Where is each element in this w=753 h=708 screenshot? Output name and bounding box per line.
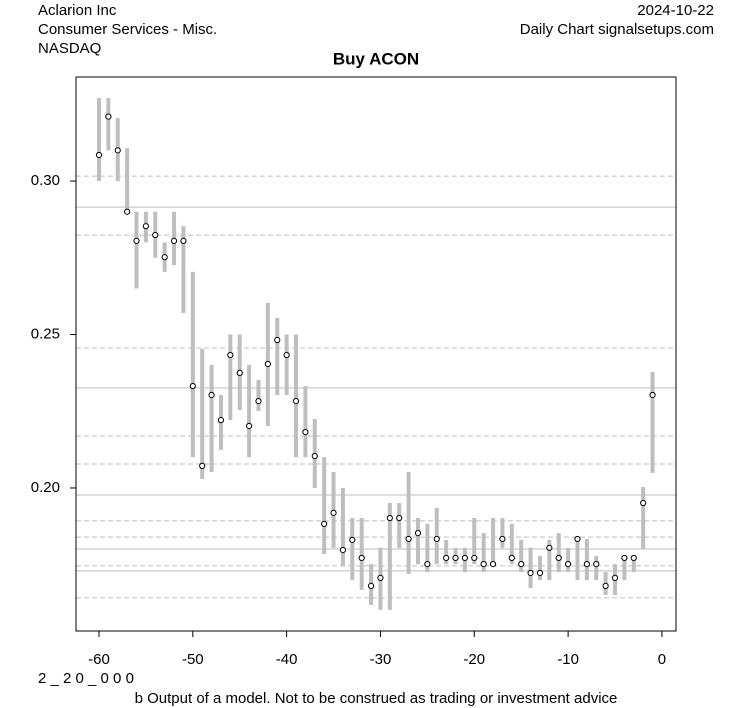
close-point xyxy=(152,231,159,239)
close-point xyxy=(339,546,347,554)
disclaimer: b Output of a model. Not to be construed… xyxy=(135,690,618,707)
close-point xyxy=(180,237,187,244)
x-tick-label: 0 xyxy=(658,651,666,668)
close-point xyxy=(443,554,450,562)
close-point xyxy=(621,554,628,562)
close-point xyxy=(161,254,168,261)
close-point xyxy=(358,554,365,562)
company: Aclarion Inc xyxy=(38,2,117,19)
close-point xyxy=(405,535,412,543)
close-point xyxy=(95,151,103,159)
close-point xyxy=(461,554,468,562)
close-point xyxy=(170,237,178,244)
close-point xyxy=(640,499,647,507)
close-point xyxy=(583,560,590,568)
close-point xyxy=(611,574,619,582)
close-point xyxy=(142,223,149,230)
close-point xyxy=(630,554,637,562)
x-tick-label: -30 xyxy=(370,651,392,668)
plot-frame xyxy=(75,76,677,632)
close-point xyxy=(246,422,253,430)
close-point xyxy=(565,560,572,568)
close-point xyxy=(133,237,140,244)
close-point xyxy=(236,369,243,376)
source: Daily Chart signalsetups.com xyxy=(520,21,714,38)
close-point xyxy=(574,535,581,543)
y-tick-label: 0.25 xyxy=(31,325,60,342)
close-point xyxy=(105,113,112,120)
close-point xyxy=(499,535,506,543)
x-tick-label: -20 xyxy=(463,651,485,668)
chart-title: Buy ACON xyxy=(333,49,419,68)
close-point xyxy=(124,208,131,215)
close-point xyxy=(208,391,215,399)
close-point xyxy=(189,382,196,390)
close-point xyxy=(414,529,422,537)
close-point xyxy=(424,560,431,568)
close-point xyxy=(649,391,656,399)
close-point xyxy=(377,574,384,582)
close-point xyxy=(274,336,281,344)
close-point xyxy=(227,351,234,359)
close-point xyxy=(264,360,271,368)
close-point xyxy=(518,560,525,568)
x-tick-label: -10 xyxy=(557,651,579,668)
close-point xyxy=(452,554,459,562)
close-point xyxy=(508,554,515,562)
close-point xyxy=(593,560,600,568)
x-tick-label: -60 xyxy=(88,651,110,668)
close-point xyxy=(367,582,375,589)
date: 2024-10-22 xyxy=(637,2,714,19)
close-point xyxy=(255,398,262,405)
close-point xyxy=(536,569,544,577)
y-tick-label: 0.20 xyxy=(31,479,60,496)
close-point xyxy=(283,351,290,359)
close-point xyxy=(480,560,487,568)
close-point xyxy=(386,514,393,522)
close-point xyxy=(292,398,300,405)
close-point xyxy=(199,462,206,469)
close-point xyxy=(217,417,225,424)
close-point xyxy=(330,509,337,516)
close-point xyxy=(555,554,562,562)
x-tick-label: -40 xyxy=(276,651,298,668)
close-point xyxy=(527,569,534,577)
close-point xyxy=(302,429,309,436)
close-point xyxy=(471,554,478,562)
close-point xyxy=(311,452,318,460)
code: 2 _ 2 0 _ 0 0 0 xyxy=(38,670,134,687)
close-point xyxy=(321,520,328,527)
sector: Consumer Services - Misc. xyxy=(38,21,217,38)
close-point xyxy=(433,535,440,543)
x-tick-label: -50 xyxy=(182,651,204,668)
close-point xyxy=(114,147,121,154)
exchange: NASDAQ xyxy=(38,40,101,57)
close-point xyxy=(546,544,553,551)
close-point xyxy=(349,536,356,543)
close-point xyxy=(396,514,403,522)
close-point xyxy=(489,560,497,568)
close-point xyxy=(602,582,609,589)
y-tick-label: 0.30 xyxy=(31,172,60,189)
